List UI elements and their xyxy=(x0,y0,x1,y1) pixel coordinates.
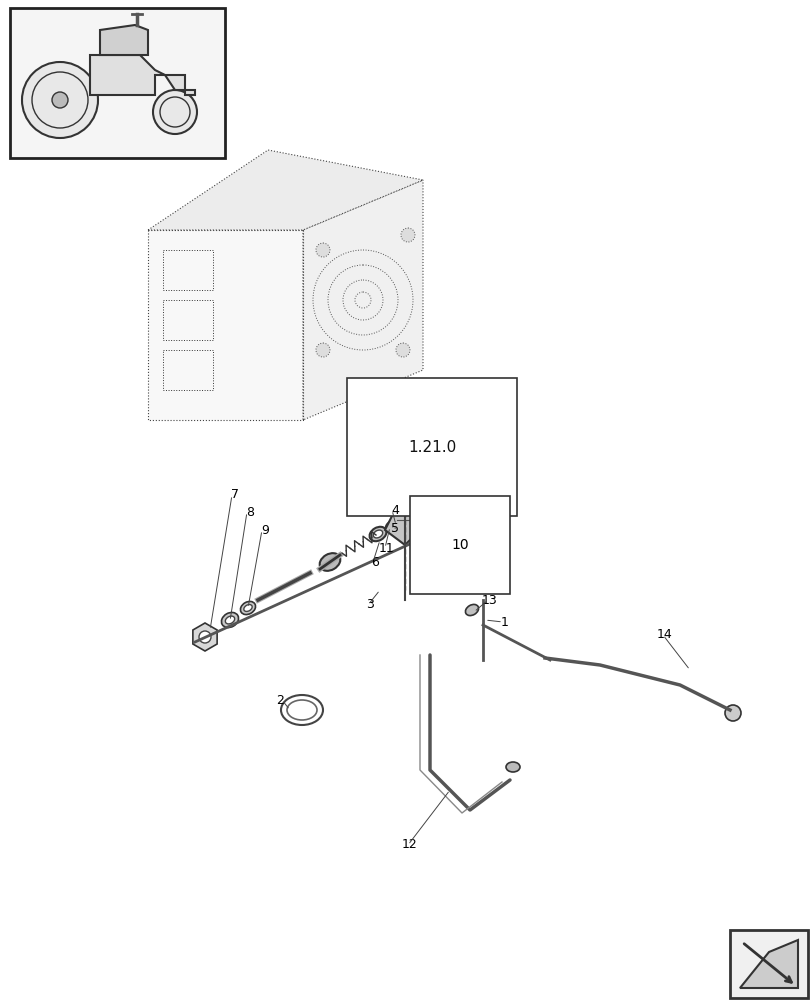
Text: 1.21.0: 1.21.0 xyxy=(407,440,456,454)
Ellipse shape xyxy=(373,530,382,538)
Text: 5: 5 xyxy=(391,522,398,534)
Text: 13: 13 xyxy=(482,593,497,606)
Circle shape xyxy=(401,228,414,242)
Text: 4: 4 xyxy=(391,504,398,516)
Ellipse shape xyxy=(385,520,400,532)
Polygon shape xyxy=(100,25,148,55)
Text: 10: 10 xyxy=(451,538,468,552)
Circle shape xyxy=(315,243,329,257)
Text: 7: 7 xyxy=(230,488,238,502)
Polygon shape xyxy=(148,150,423,230)
Text: 12: 12 xyxy=(401,838,418,851)
Polygon shape xyxy=(384,510,424,545)
Ellipse shape xyxy=(474,507,485,517)
Circle shape xyxy=(315,343,329,357)
Text: 11: 11 xyxy=(379,542,394,554)
Text: 6: 6 xyxy=(371,556,379,568)
Ellipse shape xyxy=(369,527,386,541)
Circle shape xyxy=(724,705,740,721)
Text: 14: 14 xyxy=(656,629,672,642)
Ellipse shape xyxy=(240,601,255,615)
Polygon shape xyxy=(148,230,303,420)
Circle shape xyxy=(52,92,68,108)
Text: 8: 8 xyxy=(246,506,254,518)
Text: 9: 9 xyxy=(261,524,268,536)
Text: 3: 3 xyxy=(366,598,374,611)
Bar xyxy=(163,350,212,390)
Ellipse shape xyxy=(243,605,252,611)
Ellipse shape xyxy=(320,553,340,571)
Polygon shape xyxy=(739,940,797,988)
Bar xyxy=(10,8,225,158)
Ellipse shape xyxy=(388,523,397,529)
Circle shape xyxy=(22,62,98,138)
Bar xyxy=(163,250,212,290)
Text: 1: 1 xyxy=(500,615,508,629)
Ellipse shape xyxy=(221,612,238,628)
Bar xyxy=(163,300,212,340)
Ellipse shape xyxy=(505,762,519,772)
Polygon shape xyxy=(90,55,195,95)
Circle shape xyxy=(396,343,410,357)
Ellipse shape xyxy=(286,700,316,720)
Bar xyxy=(729,930,807,998)
Circle shape xyxy=(199,631,211,643)
Polygon shape xyxy=(193,623,217,651)
Text: 2: 2 xyxy=(276,694,284,706)
Ellipse shape xyxy=(465,604,478,616)
Ellipse shape xyxy=(225,616,234,624)
Polygon shape xyxy=(303,180,423,420)
Circle shape xyxy=(152,90,197,134)
